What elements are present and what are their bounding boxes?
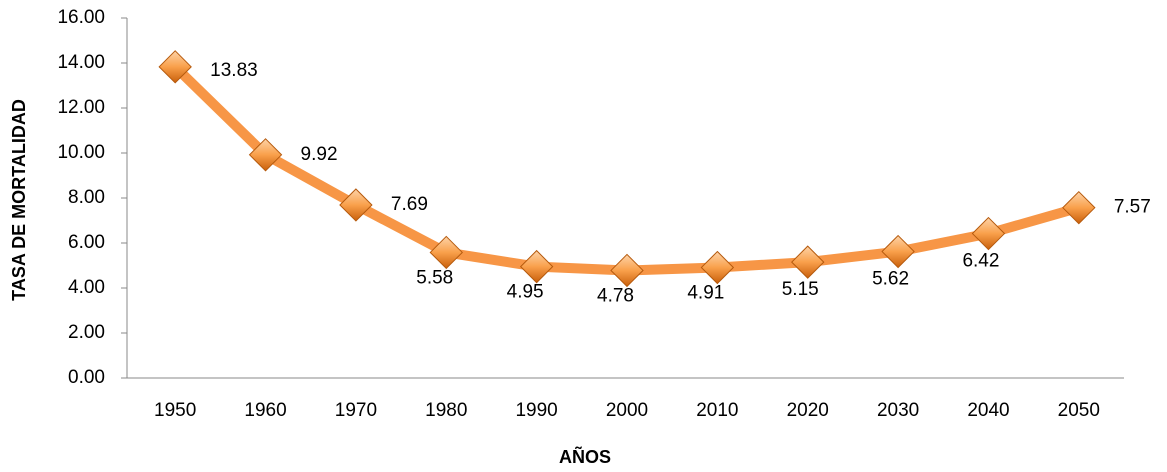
data-label: 6.42 — [962, 251, 999, 272]
x-tick-label: 1990 — [515, 400, 557, 421]
y-tick-label: 8.00 — [68, 187, 105, 208]
y-tick-label: 12.00 — [57, 97, 105, 118]
x-tick-label: 1950 — [154, 400, 196, 421]
marker — [339, 188, 373, 222]
data-label: 5.58 — [416, 267, 453, 288]
x-tick-label: 2030 — [877, 400, 919, 421]
y-tick-label: 0.00 — [68, 367, 105, 388]
marker — [971, 216, 1006, 251]
data-label: 9.92 — [301, 144, 338, 165]
data-label: 5.62 — [872, 269, 909, 290]
data-label: 4.78 — [597, 285, 634, 306]
x-tick-label: 2020 — [787, 400, 829, 421]
y-tick-label: 14.00 — [57, 52, 105, 73]
x-tick-label: 1970 — [335, 400, 377, 421]
marker — [881, 234, 915, 269]
data-label: 13.83 — [210, 60, 258, 81]
y-tick-label: 6.00 — [68, 232, 105, 253]
series-line — [171, 63, 1081, 276]
x-tick-label: 2050 — [1058, 400, 1100, 421]
marker — [158, 50, 192, 84]
marker — [519, 249, 554, 284]
marker — [248, 138, 283, 172]
x-tick-label: 2000 — [606, 400, 648, 421]
y-tick-label: 4.00 — [68, 277, 105, 298]
y-tick-label: 16.00 — [57, 7, 105, 28]
data-label: 5.15 — [782, 279, 819, 300]
x-tick-label: 2010 — [696, 400, 738, 421]
x-tick-label: 2040 — [967, 400, 1009, 421]
marker — [700, 250, 735, 285]
data-label: 7.57 — [1114, 197, 1151, 218]
data-label: 4.91 — [687, 283, 724, 304]
marker — [1062, 190, 1096, 225]
marker — [610, 253, 644, 288]
x-tick-label: 1980 — [425, 400, 467, 421]
y-tick-label: 10.00 — [57, 142, 105, 163]
marker — [791, 245, 825, 279]
marker — [429, 235, 463, 270]
y-axis-title: TASA DE MORTALIDAD — [9, 99, 29, 301]
x-tick-label: 1960 — [244, 400, 286, 421]
x-axis-title: AÑOS — [559, 446, 611, 467]
y-tick-label: 2.00 — [68, 322, 105, 343]
data-label: 7.69 — [391, 194, 428, 215]
data-label: 4.95 — [507, 282, 544, 303]
